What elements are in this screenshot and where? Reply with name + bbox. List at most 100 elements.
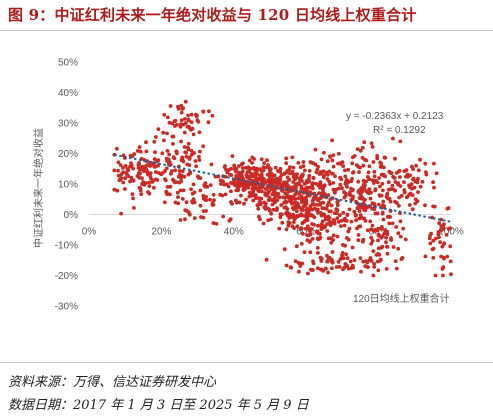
data-point bbox=[394, 266, 399, 271]
data-point bbox=[299, 175, 303, 180]
data-point bbox=[391, 136, 395, 141]
data-point bbox=[300, 179, 304, 183]
data-point bbox=[285, 175, 290, 180]
data-point bbox=[264, 165, 269, 170]
data-point bbox=[355, 147, 360, 151]
data-point bbox=[247, 158, 252, 163]
data-point bbox=[291, 165, 296, 170]
data-point bbox=[385, 244, 389, 249]
data-point bbox=[327, 179, 331, 184]
data-point bbox=[254, 171, 259, 176]
data-point bbox=[390, 221, 395, 226]
data-point bbox=[329, 240, 334, 245]
data-point bbox=[386, 180, 391, 185]
data-point bbox=[256, 188, 261, 193]
data-point bbox=[320, 206, 325, 211]
data-point bbox=[346, 167, 351, 172]
data-point bbox=[350, 161, 355, 166]
data-point bbox=[397, 204, 401, 208]
data-point bbox=[397, 168, 402, 173]
data-point bbox=[329, 257, 334, 262]
data-point bbox=[208, 197, 212, 202]
data-point bbox=[408, 185, 412, 190]
data-point bbox=[361, 239, 365, 244]
data-point bbox=[247, 194, 252, 199]
data-point bbox=[298, 227, 303, 231]
data-point bbox=[301, 164, 306, 168]
x-tick-label: 60% bbox=[296, 227, 316, 238]
data-point bbox=[317, 236, 322, 241]
data-point bbox=[355, 206, 360, 211]
data-point bbox=[144, 140, 148, 145]
data-point bbox=[198, 203, 203, 208]
data-point bbox=[140, 182, 145, 187]
data-point bbox=[263, 201, 268, 206]
data-point bbox=[196, 175, 201, 180]
data-point bbox=[266, 218, 270, 223]
data-point bbox=[379, 172, 384, 177]
data-point bbox=[308, 208, 313, 212]
data-point bbox=[178, 122, 183, 127]
data-point bbox=[144, 149, 149, 154]
data-point bbox=[182, 130, 187, 135]
data-point bbox=[366, 190, 371, 195]
data-point bbox=[261, 165, 266, 170]
data-point bbox=[349, 219, 354, 224]
data-point bbox=[307, 173, 312, 178]
data-point bbox=[429, 231, 433, 236]
data-point bbox=[179, 139, 184, 144]
axes-layer: 50% 40% 30% 20% 10% 0% -10% -20% -30% 0% 20% 40% 60%… bbox=[55, 58, 464, 313]
data-point bbox=[162, 112, 167, 117]
data-point bbox=[356, 238, 361, 243]
data-point bbox=[291, 175, 296, 179]
data-point bbox=[164, 156, 169, 161]
data-point bbox=[184, 200, 189, 205]
data-point bbox=[237, 170, 242, 175]
data-point bbox=[146, 190, 150, 194]
data-point bbox=[294, 185, 298, 190]
data-point bbox=[138, 149, 143, 154]
data-point bbox=[310, 222, 314, 226]
data-point bbox=[314, 170, 319, 175]
data-point bbox=[135, 149, 140, 153]
data-point bbox=[116, 168, 120, 173]
data-point bbox=[303, 214, 307, 219]
data-point bbox=[373, 187, 378, 192]
data-point bbox=[441, 273, 445, 278]
data-point bbox=[375, 211, 380, 216]
data-point bbox=[394, 225, 399, 229]
data-point bbox=[396, 181, 401, 186]
data-point bbox=[381, 217, 386, 222]
data-point bbox=[265, 192, 270, 197]
data-point bbox=[372, 170, 377, 174]
data-point bbox=[194, 112, 198, 117]
data-point bbox=[138, 167, 142, 172]
data-point bbox=[164, 166, 169, 171]
data-point bbox=[410, 207, 415, 212]
data-point bbox=[152, 164, 157, 169]
data-point bbox=[416, 190, 420, 195]
data-point bbox=[301, 208, 305, 212]
data-point bbox=[269, 217, 273, 222]
data-point bbox=[323, 224, 327, 229]
data-point bbox=[364, 179, 368, 184]
data-point bbox=[201, 144, 206, 149]
data-point bbox=[209, 162, 214, 167]
data-point bbox=[432, 161, 436, 166]
data-point bbox=[366, 170, 371, 175]
date-range-note: 数据日期：2017 年 1 月 3 日至 2025 年 5 月 9 日 bbox=[8, 398, 309, 413]
data-point bbox=[129, 161, 133, 165]
data-point bbox=[262, 161, 266, 166]
data-point bbox=[343, 191, 348, 196]
data-point bbox=[428, 241, 433, 246]
data-point bbox=[288, 165, 292, 170]
data-point bbox=[311, 181, 315, 186]
data-point bbox=[201, 109, 206, 114]
data-point bbox=[350, 263, 355, 268]
data-point bbox=[312, 202, 316, 207]
y-tick-label: 50% bbox=[58, 58, 78, 69]
data-point bbox=[179, 118, 184, 123]
data-point bbox=[260, 189, 264, 194]
data-point bbox=[342, 223, 347, 228]
data-point bbox=[301, 160, 306, 164]
